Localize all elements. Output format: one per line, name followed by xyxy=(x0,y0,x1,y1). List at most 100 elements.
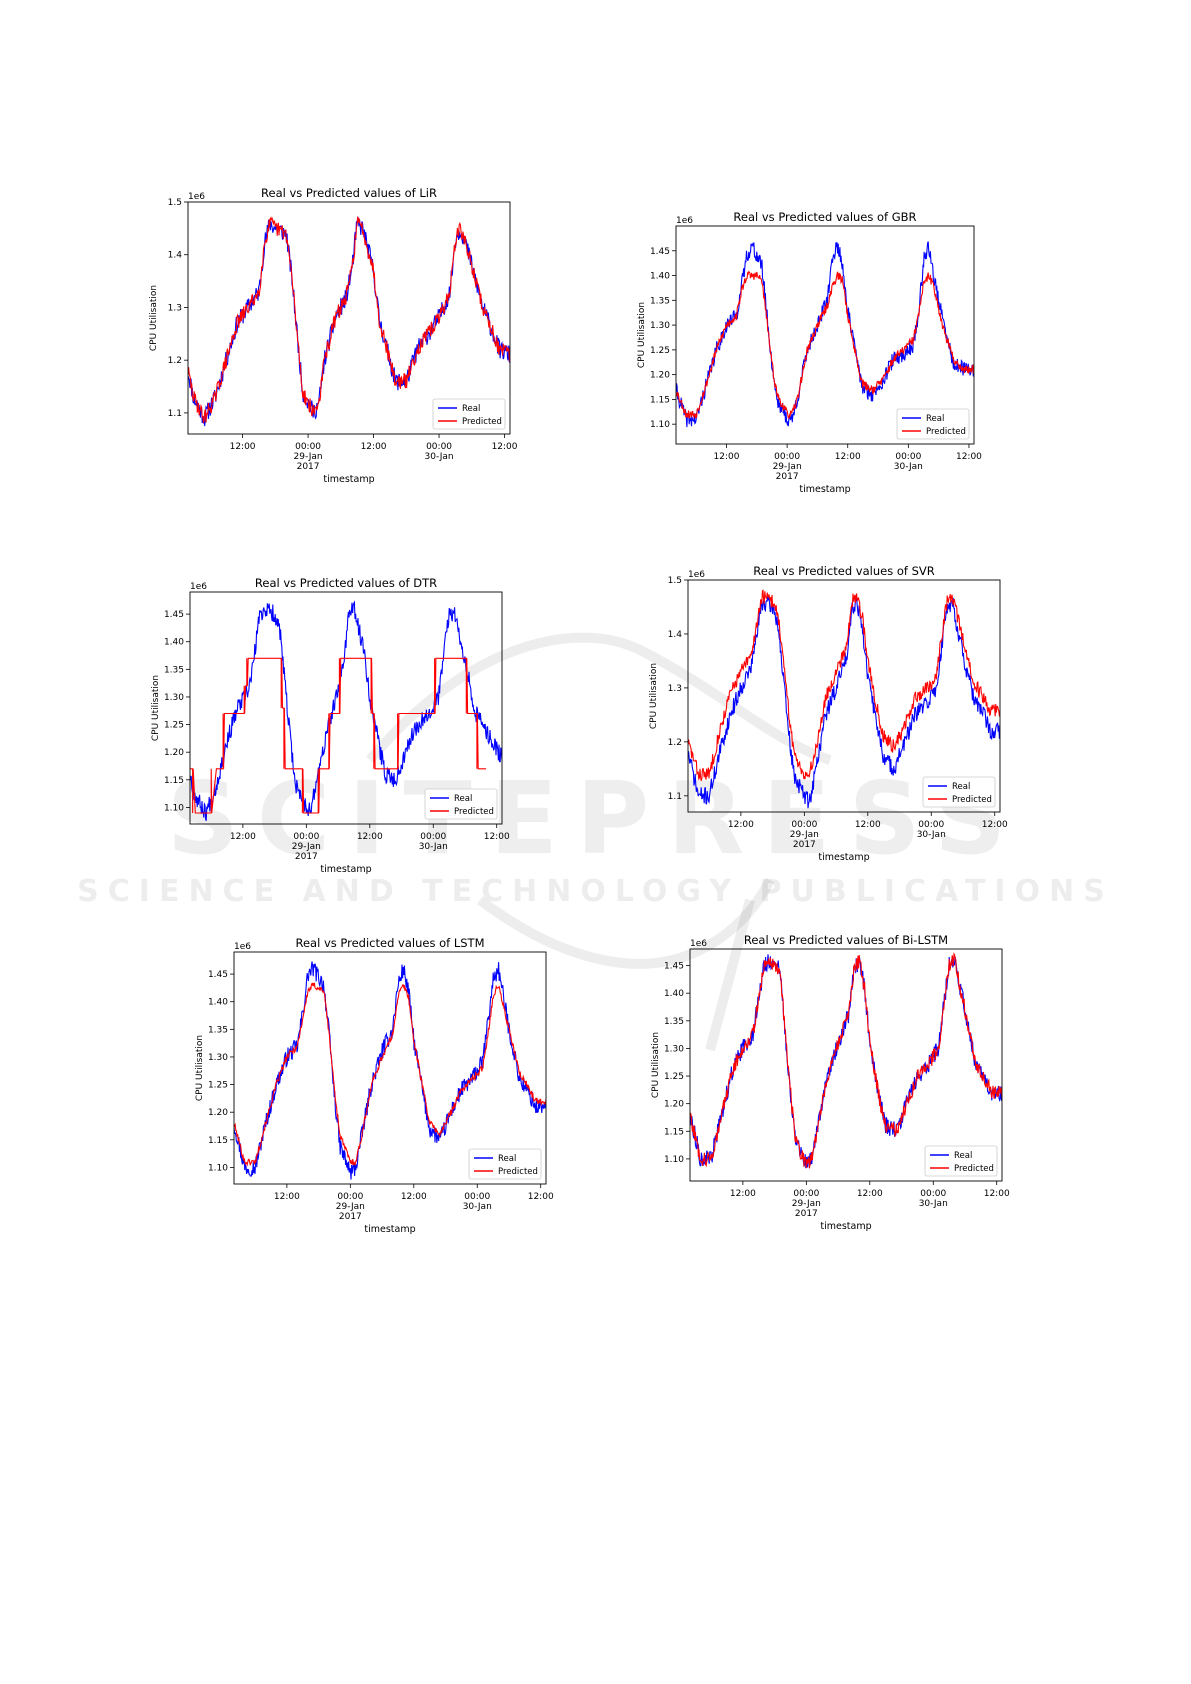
series-predicted-line xyxy=(676,270,974,420)
y-tick-label: 1.45 xyxy=(208,970,228,980)
y-tick-label: 1.2 xyxy=(668,738,682,748)
x-tick-label: 12:00 xyxy=(274,1192,300,1202)
chart-gbr: Real vs Predicted values of GBR 1e6 1.10 1.… xyxy=(637,210,982,495)
x-tick-label: 00:00 xyxy=(791,820,817,830)
series-predicted-line xyxy=(234,982,546,1167)
x-tick-label: 2017 xyxy=(339,1212,362,1222)
x-tick-label: 12:00 xyxy=(357,832,383,842)
y-tick-label: 1.35 xyxy=(664,1017,684,1027)
y-tick-label: 1.10 xyxy=(208,1163,228,1173)
y-tick-label: 1.3 xyxy=(668,684,682,694)
x-tick-label: 30-Jan xyxy=(917,830,946,840)
chart-bi-lstm: Real vs Predicted values of Bi-LSTM 1e6 1.… xyxy=(651,933,1010,1232)
y-tick-label: 1.45 xyxy=(664,962,684,972)
x-tick-label: 29-Jan xyxy=(773,462,802,472)
x-tick-label: 30-Jan xyxy=(425,452,454,462)
y-multiplier: 1e6 xyxy=(188,192,205,202)
x-axis-label: timestamp xyxy=(323,474,374,485)
legend-label-real: Real xyxy=(498,1154,516,1164)
y-tick-label: 1.25 xyxy=(164,721,184,731)
x-tick-label: 00:00 xyxy=(426,442,452,452)
y-tick-label: 1.30 xyxy=(208,1053,228,1063)
y-tick-label: 1.2 xyxy=(168,356,182,366)
y-tick-label: 1.35 xyxy=(650,296,670,306)
x-axis-label: timestamp xyxy=(320,864,371,875)
y-multiplier: 1e6 xyxy=(690,939,707,949)
y-tick-label: 1.1 xyxy=(168,409,182,419)
y-tick-label: 1.30 xyxy=(164,693,184,703)
x-tick-label: 2017 xyxy=(793,840,816,850)
legend-label-predicted: Predicted xyxy=(954,1164,994,1174)
chart-title: Real vs Predicted values of Bi-LSTM xyxy=(744,933,948,947)
x-tick-label: 00:00 xyxy=(420,832,446,842)
series-real-line xyxy=(190,600,502,821)
x-axis-label: timestamp xyxy=(799,484,850,495)
x-tick-label: 00:00 xyxy=(295,442,321,452)
x-tick-label: 2017 xyxy=(776,472,799,482)
x-tick-label: 2017 xyxy=(295,852,318,862)
x-tick-label: 29-Jan xyxy=(790,830,819,840)
x-tick-label: 29-Jan xyxy=(336,1202,365,1212)
x-tick-label: 12:00 xyxy=(728,820,754,830)
y-tick-label: 1.20 xyxy=(650,371,670,381)
y-tick-label: 1.25 xyxy=(650,346,670,356)
y-tick-label: 1.35 xyxy=(164,665,184,675)
y-axis-label: CPU Utilisation xyxy=(651,1032,661,1098)
x-tick-label: 2017 xyxy=(297,462,320,472)
x-tick-label: 29-Jan xyxy=(792,1199,821,1209)
series-predicted-line xyxy=(688,589,1000,781)
y-tick-label: 1.15 xyxy=(650,395,670,405)
series-real-line xyxy=(234,961,546,1180)
chart-title: Real vs Predicted values of GBR xyxy=(733,210,916,224)
x-tick-label: 00:00 xyxy=(293,832,319,842)
x-tick-label: 12:00 xyxy=(484,832,510,842)
chart-title: Real vs Predicted values of LSTM xyxy=(296,936,485,950)
series-predicted-line xyxy=(188,216,510,424)
y-tick-label: 1.4 xyxy=(668,630,683,640)
y-tick-label: 1.45 xyxy=(164,610,184,620)
y-tick-label: 1.10 xyxy=(664,1155,684,1165)
x-tick-label: 30-Jan xyxy=(419,842,448,852)
x-tick-label: 12:00 xyxy=(982,820,1008,830)
y-tick-label: 1.10 xyxy=(650,420,670,430)
x-tick-label: 12:00 xyxy=(855,820,881,830)
x-tick-label: 00:00 xyxy=(918,820,944,830)
chart-svr: Real vs Predicted values of SVR 1e6 1.1 1.2… xyxy=(649,564,1008,863)
x-tick-label: 00:00 xyxy=(464,1192,490,1202)
x-tick-label: 2017 xyxy=(795,1209,818,1219)
y-axis-label: CPU Utilisation xyxy=(195,1035,205,1101)
y-tick-label: 1.15 xyxy=(208,1136,228,1146)
x-tick-label: 12:00 xyxy=(956,452,982,462)
y-tick-label: 1.20 xyxy=(208,1108,228,1118)
y-tick-label: 1.40 xyxy=(650,272,670,282)
y-tick-label: 1.25 xyxy=(664,1072,684,1082)
plot-frame xyxy=(187,201,511,435)
y-multiplier: 1e6 xyxy=(190,582,207,592)
x-tick-label: 30-Jan xyxy=(463,1202,492,1212)
chart-title: Real vs Predicted values of LiR xyxy=(261,186,437,200)
x-tick-label: 29-Jan xyxy=(294,452,323,462)
y-tick-label: 1.45 xyxy=(650,247,670,257)
plot-frame xyxy=(189,591,503,825)
x-tick-label: 00:00 xyxy=(895,452,921,462)
y-tick-label: 1.30 xyxy=(664,1044,684,1054)
legend-label-real: Real xyxy=(954,1151,972,1161)
y-axis-label: CPU Utilisation xyxy=(637,302,647,368)
y-tick-label: 1.5 xyxy=(668,576,682,586)
chart-dtr: Real vs Predicted values of DTR 1e6 1.10 1.… xyxy=(151,576,510,875)
legend-label-predicted: Predicted xyxy=(454,807,494,817)
y-tick-label: 1.1 xyxy=(668,792,682,802)
series-real-line xyxy=(676,241,974,428)
y-tick-label: 1.40 xyxy=(164,638,184,648)
x-axis-label: timestamp xyxy=(818,852,869,863)
series-predicted-line xyxy=(190,657,487,814)
y-axis-label: CPU Utilisation xyxy=(149,285,159,351)
x-tick-label: 12:00 xyxy=(492,442,518,452)
x-tick-label: 30-Jan xyxy=(894,462,923,472)
x-tick-label: 12:00 xyxy=(714,452,740,462)
y-tick-label: 1.5 xyxy=(168,198,182,208)
y-multiplier: 1e6 xyxy=(688,570,705,580)
chart-lstm: Real vs Predicted values of LSTM 1e6 1.10 1… xyxy=(195,936,554,1235)
y-tick-label: 1.3 xyxy=(168,303,182,313)
y-tick-label: 1.40 xyxy=(208,998,228,1008)
